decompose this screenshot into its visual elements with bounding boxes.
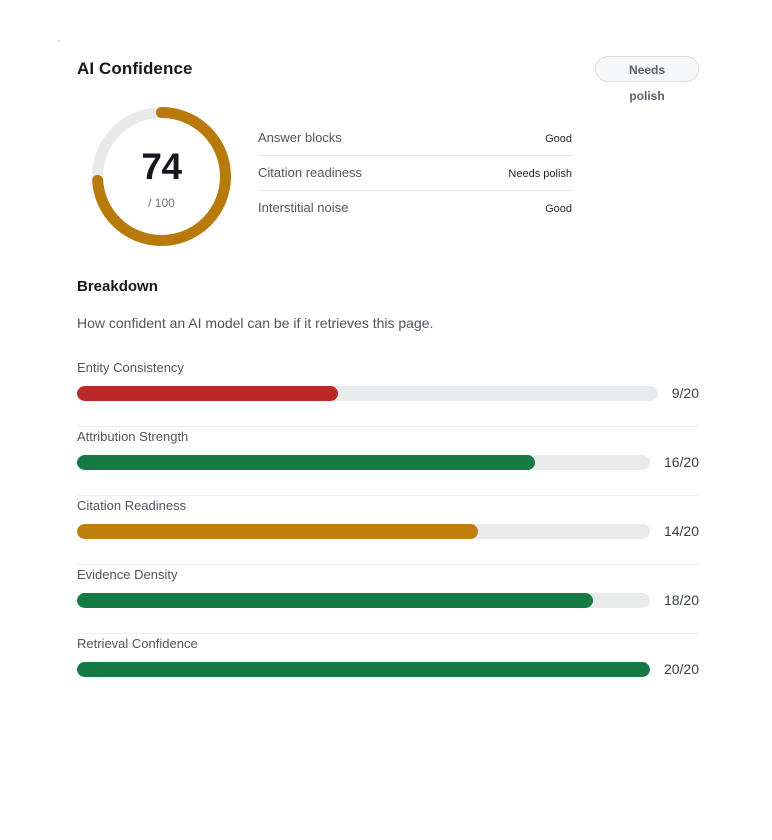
check-label: Answer blocks [258,130,342,145]
status-badge: Needs polish [595,56,699,103]
check-status: Good [545,203,572,215]
metric-score: 18/20 [663,592,699,608]
metric-track [77,455,650,470]
check-status: Good [545,133,572,145]
metric-score: 14/20 [663,523,699,539]
breakdown-subtitle: How confident an AI model can be if it r… [77,315,434,331]
check-label: Citation readiness [258,165,363,180]
check-list: Answer blocks Good Citation readiness Ne… [258,121,572,225]
metric-label: Citation Readiness [77,498,187,513]
metric-label: Attribution Strength [77,429,189,444]
score-max: / 100 [148,196,175,210]
metric-score: 20/20 [663,661,699,677]
card-header: AI Confidence Needs polish [77,56,699,103]
metric-label: Retrieval Confidence [77,636,198,651]
breakdown-title: Breakdown [77,278,158,295]
metric-evidence-density: Evidence Density 18/20 [77,565,699,634]
check-row-interstitial-noise: Interstitial noise Good [258,191,572,225]
gauge-ring [92,107,231,246]
metric-fill [77,662,650,677]
metric-label: Entity Consistency [77,360,184,375]
metric-label: Evidence Density [77,567,178,582]
check-row-answer-blocks: Answer blocks Good [258,121,572,156]
metric-score: 9/20 [671,385,699,401]
ai-confidence-card: AI Confidence Needs polish 74 / 100 Answ… [77,56,699,677]
metric-track [77,524,650,539]
check-row-citation-readiness: Citation readiness Needs polish [258,156,572,191]
metric-citation-readiness: Citation Readiness 14/20 [77,496,699,565]
check-status: Needs polish [508,168,572,180]
score-value: 74 [141,146,182,187]
score-summary: 74 / 100 Answer blocks Good Citation rea… [77,104,699,249]
metric-entity-consistency: Entity Consistency 9/20 [77,358,699,427]
check-label: Interstitial noise [258,200,349,215]
metric-fill [77,455,535,470]
metric-retrieval-confidence: Retrieval Confidence 20/20 [77,634,699,702]
metric-track [77,386,658,401]
metric-attribution-strength: Attribution Strength 16/20 [77,427,699,496]
metric-list: Entity Consistency 9/20 Attribution Stre… [77,358,699,702]
metric-track [77,662,650,677]
stray-dot [58,40,60,42]
score-gauge: 74 / 100 [89,104,234,249]
metric-fill [77,386,338,401]
gauge-arc [92,107,231,246]
metric-score: 16/20 [663,454,699,470]
metric-fill [77,593,593,608]
metric-track [77,593,650,608]
card-title: AI Confidence [77,59,193,78]
metric-fill [77,524,478,539]
